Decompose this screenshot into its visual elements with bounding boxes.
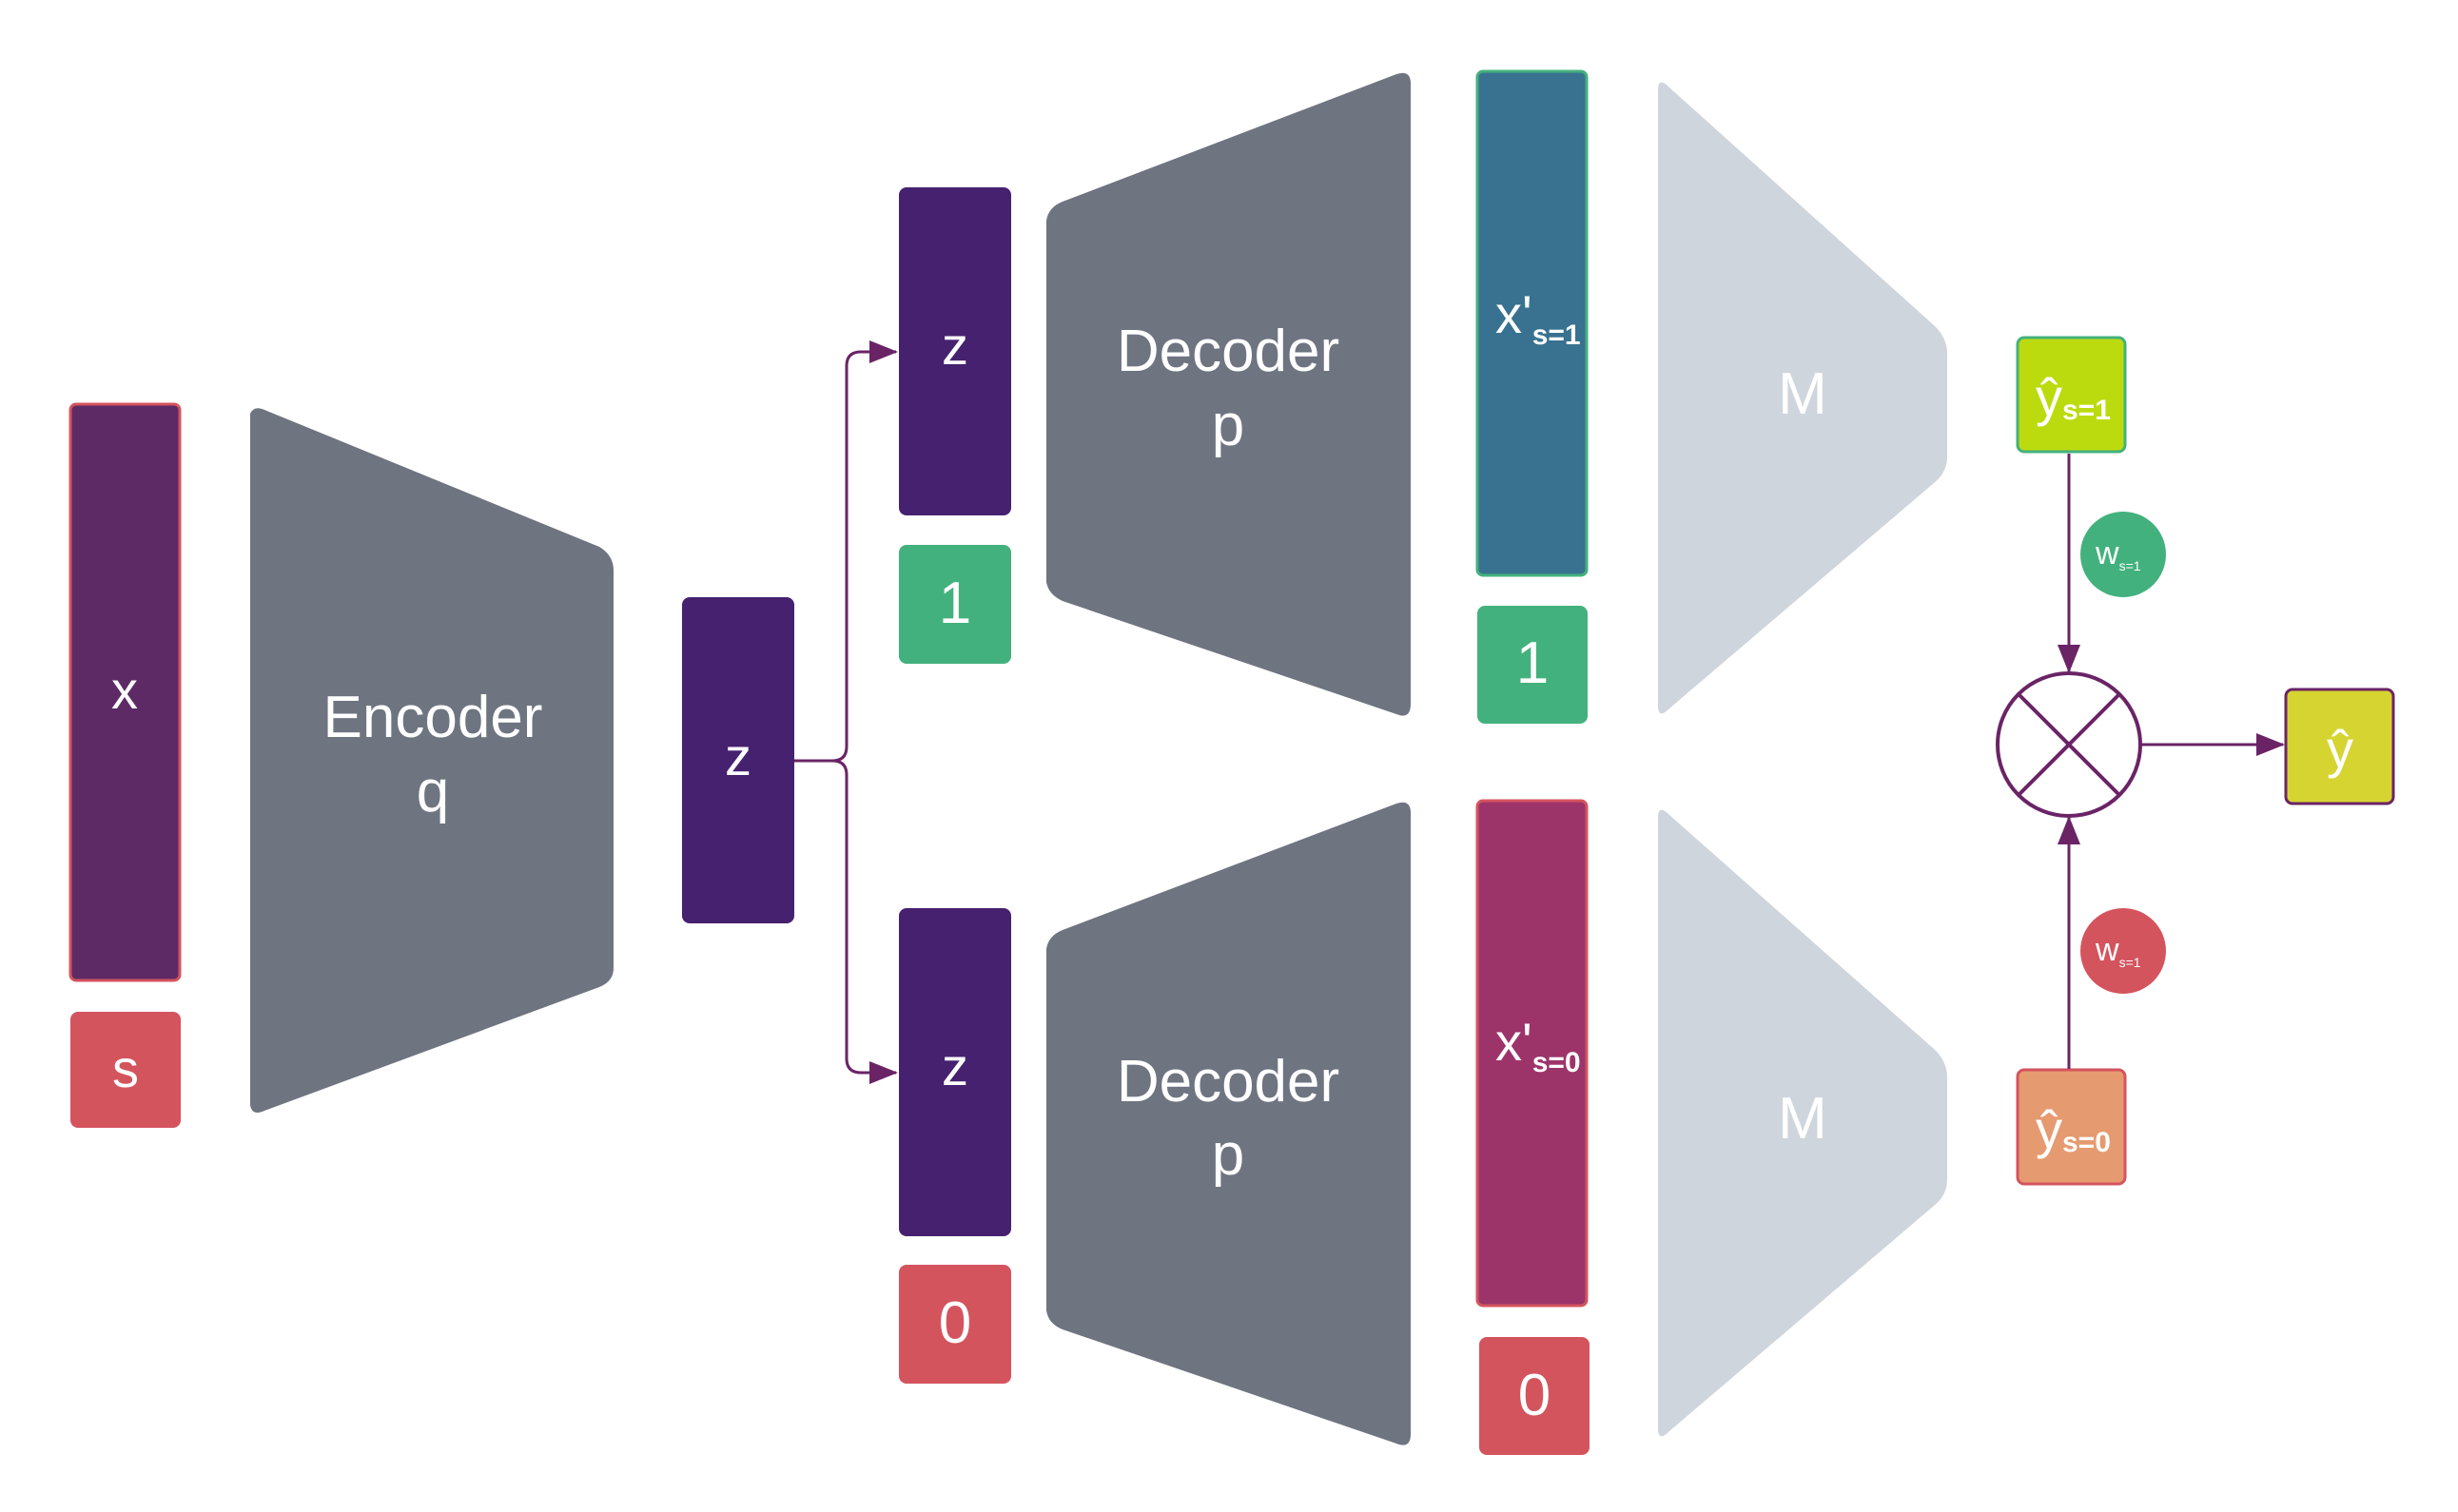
- bottom-xprime-flag-block: 0: [1479, 1337, 1590, 1455]
- bottom-model-label: M: [1778, 1086, 1827, 1152]
- input-s-label: s: [112, 1038, 139, 1098]
- bottom-yhat-block: ŷs=0: [2016, 1068, 2127, 1186]
- multiply-cross-b: [2017, 692, 2121, 797]
- top-yhat-sub: s=1: [2062, 395, 2111, 426]
- bottom-yhat-base: ŷ: [2036, 1099, 2062, 1159]
- top-z-label: z: [942, 316, 968, 376]
- top-xprime-flag-block: 1: [1477, 606, 1588, 724]
- svg-text:ws=1: ws=1: [2095, 932, 2141, 970]
- top-z-block: z: [899, 187, 1011, 515]
- bottom-weight-node: ws=1: [2080, 908, 2166, 994]
- encoder-block: Encoder q: [250, 408, 614, 1113]
- multiply-node: [1996, 671, 2142, 818]
- bottom-model-block: M: [1658, 809, 1947, 1437]
- branch-connector: [794, 340, 898, 1084]
- arrow-to-top-z: [794, 340, 898, 763]
- latent-z-label: z: [725, 727, 751, 786]
- bottom-decoder-title: Decoder: [1117, 1049, 1339, 1115]
- top-weight-base: w: [2095, 535, 2119, 572]
- top-flag-label: 1: [939, 571, 971, 636]
- bottom-xprime-base: x': [1495, 1012, 1532, 1072]
- top-yhat-base: ŷ: [2036, 367, 2062, 427]
- encoder-title: Encoder: [323, 685, 543, 750]
- bottom-yhat-sub: s=0: [2062, 1127, 2111, 1158]
- top-weight-node: ws=1: [2080, 512, 2166, 597]
- bottom-decoder-symbol: p: [1212, 1122, 1244, 1188]
- svg-text:ŷs=0: ŷs=0: [2036, 1099, 2111, 1159]
- bottom-xprime-sub: s=0: [1532, 1047, 1581, 1078]
- output-yhat-label: ŷ: [2327, 719, 2353, 779]
- encoder-symbol: q: [417, 759, 449, 824]
- bottom-xprime-flag-label: 0: [1518, 1363, 1551, 1428]
- bottom-xprime-block: x's=0: [1475, 799, 1589, 1308]
- bottom-z-block: z: [899, 908, 1011, 1236]
- top-model-label: M: [1778, 361, 1827, 427]
- bottom-weight-base: w: [2095, 932, 2119, 968]
- bottom-weight-sub: s=1: [2119, 955, 2141, 970]
- input-s-block: s: [70, 1012, 181, 1128]
- input-x-block: x: [68, 402, 182, 982]
- top-xprime-base: x': [1495, 284, 1532, 344]
- svg-text:x's=0: x's=0: [1495, 1012, 1581, 1078]
- top-xprime-sub: s=1: [1532, 320, 1581, 351]
- top-model-block: M: [1658, 82, 1947, 714]
- bottom-flag-block: 0: [899, 1265, 1011, 1384]
- arrow-to-bottom-z: [794, 759, 898, 1084]
- bottom-decoder-block: Decoder p: [1046, 802, 1411, 1445]
- top-xprime-flag-label: 1: [1516, 630, 1549, 696]
- input-x-label: x: [111, 660, 138, 720]
- top-xprime-block: x's=1: [1475, 69, 1589, 577]
- top-decoder-block: Decoder p: [1046, 72, 1411, 716]
- bottom-flag-label: 0: [939, 1290, 971, 1356]
- output-arrows: [2058, 454, 2285, 1069]
- svg-text:ws=1: ws=1: [2095, 535, 2141, 573]
- bottom-z-label: z: [942, 1037, 968, 1096]
- top-flag-block: 1: [899, 545, 1011, 664]
- svg-text:x's=1: x's=1: [1495, 284, 1581, 351]
- latent-z-block: z: [682, 597, 794, 923]
- svg-text:ŷs=1: ŷs=1: [2036, 367, 2111, 427]
- top-weight-sub: s=1: [2119, 558, 2141, 573]
- top-decoder-title: Decoder: [1117, 319, 1339, 384]
- top-decoder-symbol: p: [1212, 393, 1244, 458]
- top-yhat-block: ŷs=1: [2016, 336, 2127, 454]
- output-yhat-block: ŷ: [2284, 688, 2395, 805]
